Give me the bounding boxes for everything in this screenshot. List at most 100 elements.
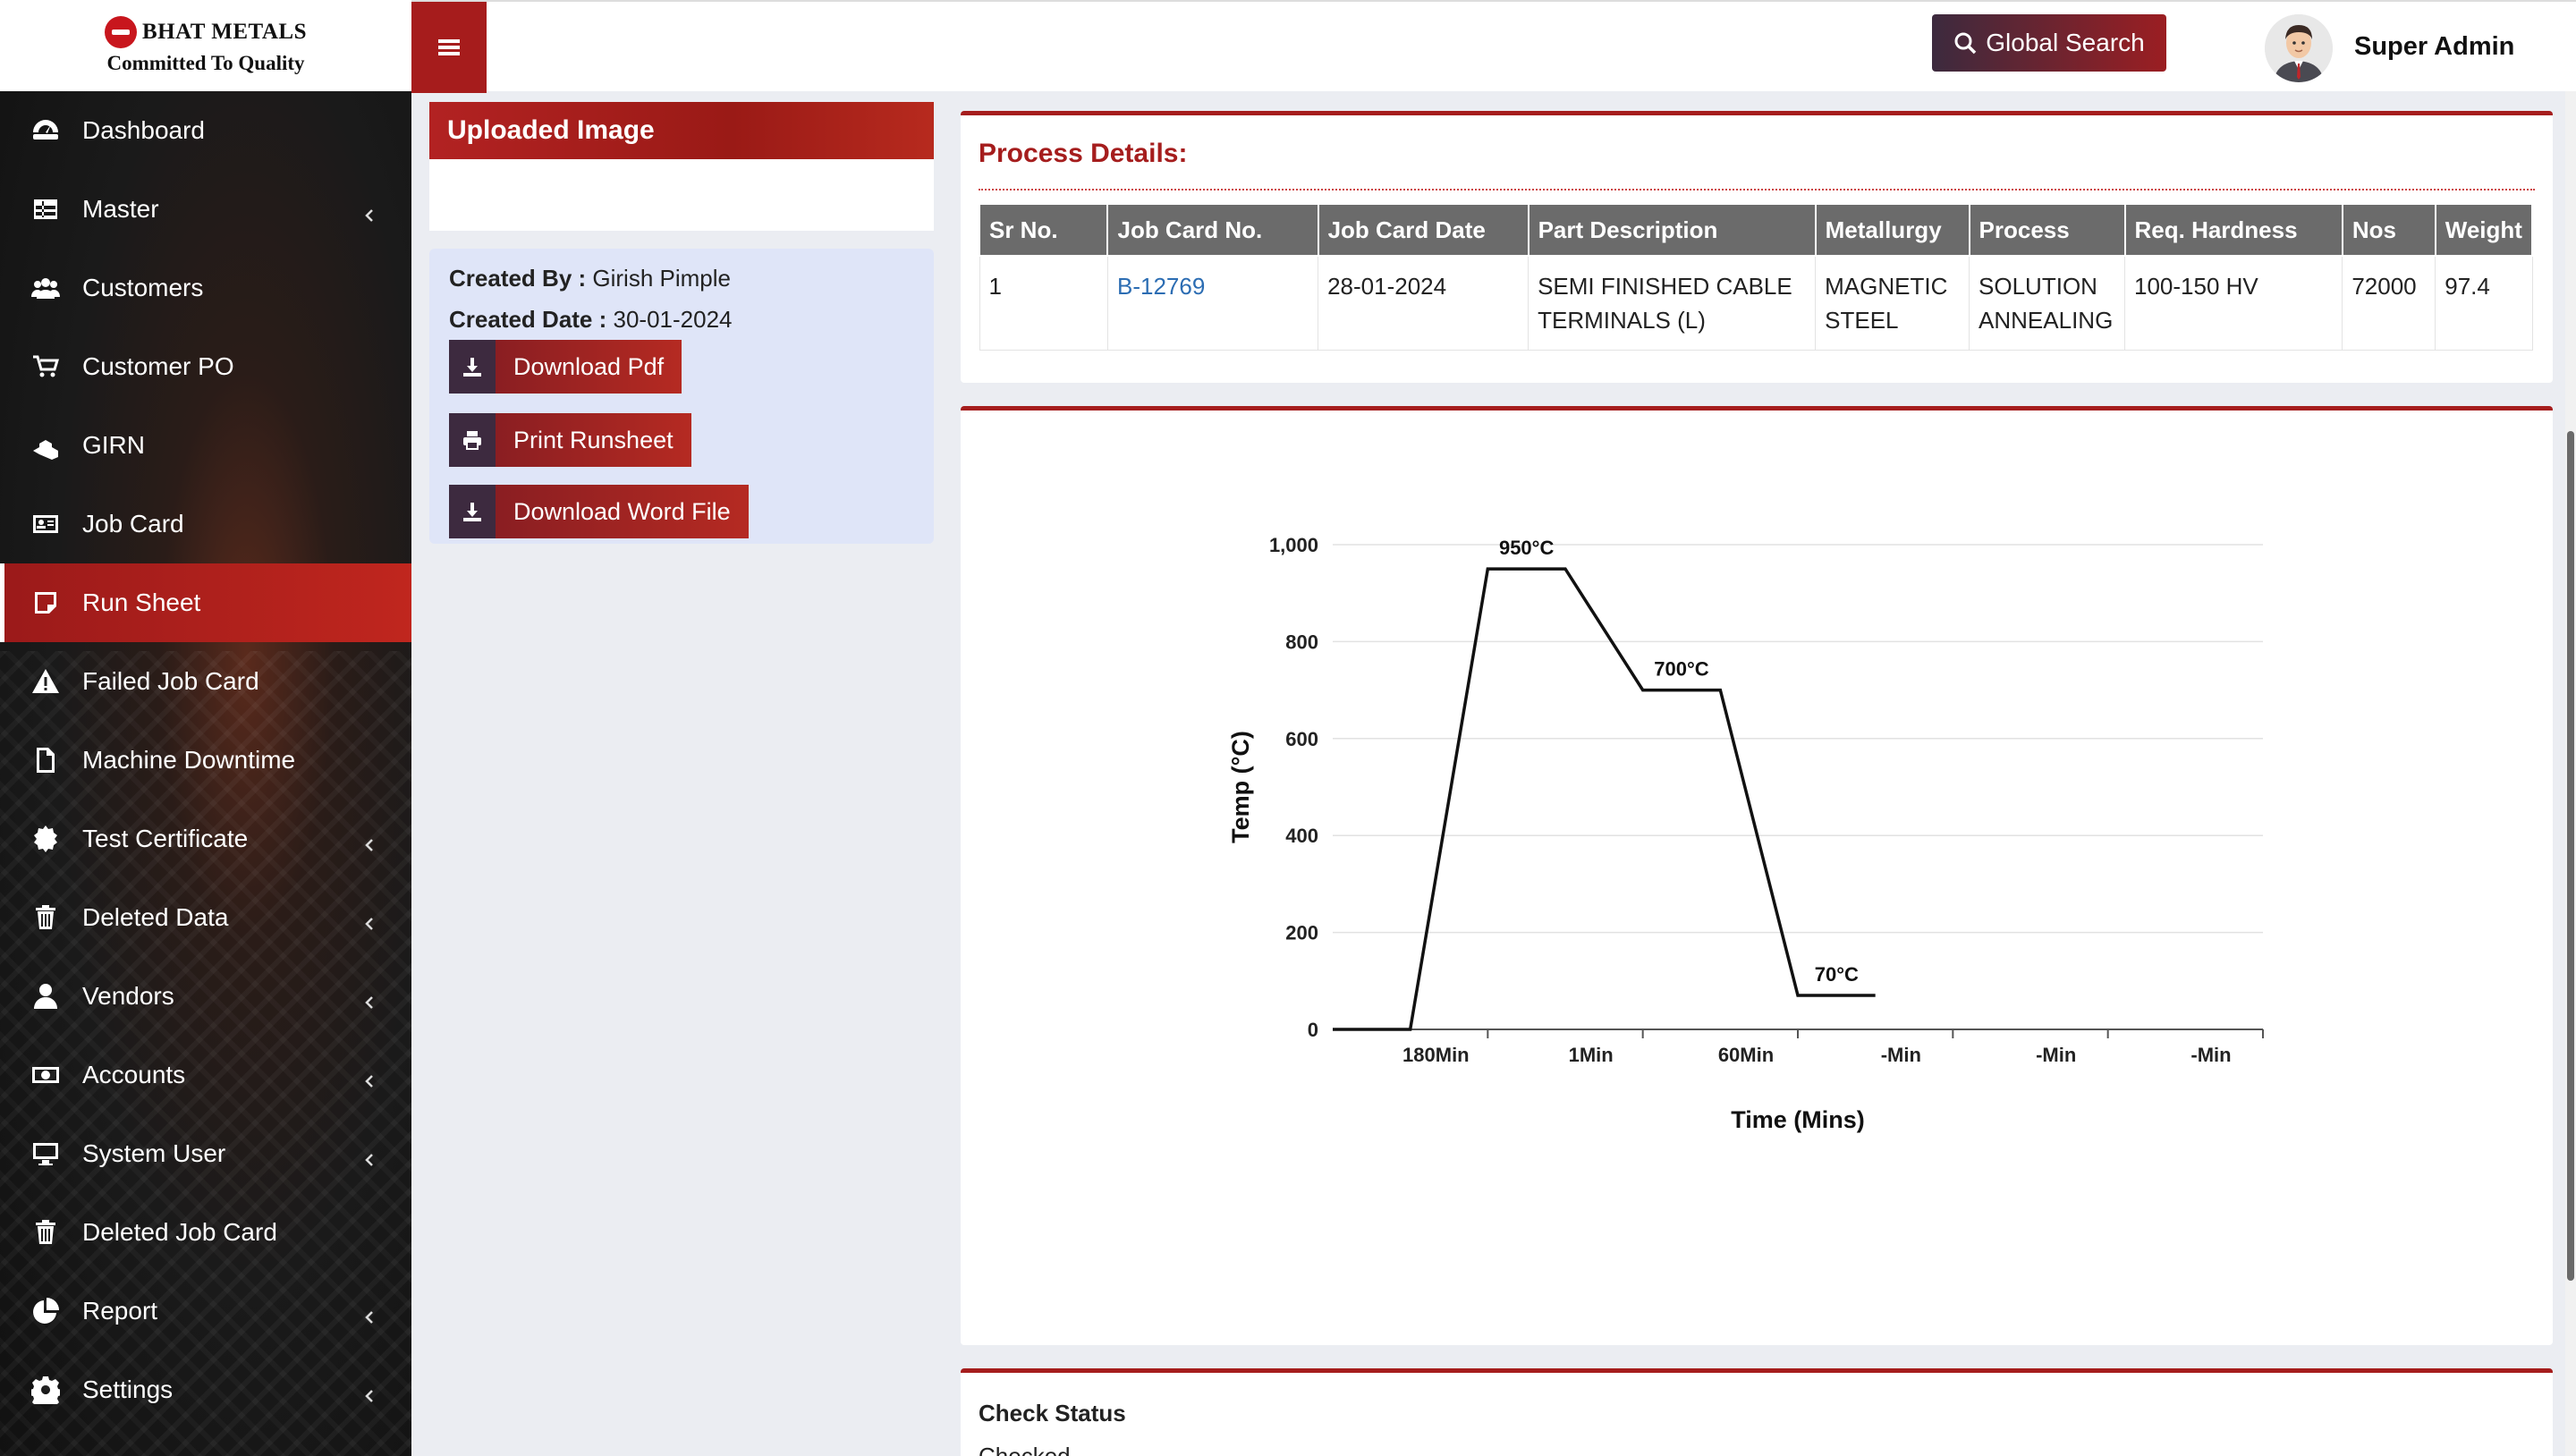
check-status-title: Check Status: [979, 1400, 1126, 1426]
data-label: 700°C: [1654, 658, 1709, 681]
job-card-link[interactable]: B-12769: [1106, 255, 1319, 351]
top-bar: Global Search Super Admin: [411, 0, 2576, 93]
data-label: 70°C: [1815, 963, 1859, 986]
sidebar-item-system-user[interactable]: System User: [0, 1114, 411, 1193]
sidebar-item-failed-job-card[interactable]: Failed Job Card: [0, 642, 411, 721]
avatar[interactable]: [2265, 14, 2333, 82]
table-cell-metallurgy: MAGNETIC STEEL: [1815, 255, 1970, 351]
sidebar-item-label: Job Card: [82, 510, 184, 538]
table-cell-req-hardness: 100-150 HV: [2123, 255, 2343, 351]
sidebar-item-vendors[interactable]: Vendors: [0, 957, 411, 1036]
column-header: Weight: [2434, 203, 2534, 257]
x-tick-label: 1Min: [1569, 1044, 1614, 1066]
table-cell-nos: 72000: [2342, 255, 2436, 351]
sidebar-item-accounts[interactable]: Accounts: [0, 1036, 411, 1114]
check-status-card: Check Status Checked: [961, 1368, 2553, 1456]
sidebar-item-label: Master: [82, 195, 159, 223]
sidebar-item-label: Accounts: [82, 1061, 186, 1088]
note-icon: [30, 588, 61, 618]
chevron-left-icon: [361, 910, 377, 930]
sidebar-item-label: Run Sheet: [82, 588, 201, 616]
sidebar-item-machine-downtime[interactable]: Machine Downtime: [0, 721, 411, 800]
sidebar-item-label: Dashboard: [82, 116, 205, 144]
sidebar-item-settings[interactable]: Settings: [0, 1350, 411, 1429]
created-date-label: Created Date :: [449, 306, 607, 333]
created-date-value: 30-01-2024: [613, 306, 733, 333]
y-tick-label: 1,000: [1269, 534, 1318, 556]
users-icon: [30, 273, 61, 303]
data-label: 950°C: [1499, 537, 1555, 559]
download-word-button[interactable]: Download Word File: [449, 485, 749, 538]
sidebar-item-label: Report: [82, 1297, 158, 1325]
pie-chart-icon: [30, 1296, 61, 1326]
y-axis-title: Temp (°C): [1227, 731, 1254, 843]
column-header: Metallurgy: [1814, 203, 1970, 257]
sidebar-item-master[interactable]: Master: [0, 170, 411, 249]
created-by-label: Created By :: [449, 265, 587, 292]
uploaded-image-area: [429, 159, 934, 231]
certificate-icon: [30, 824, 61, 854]
warning-icon: [30, 666, 61, 697]
created-by-line: Created By : Girish Pimple: [449, 258, 914, 299]
table-cell-process: SOLUTION ANNEALING: [1969, 255, 2125, 351]
cubes-icon: [30, 430, 61, 461]
sidebar-item-deleted-job-card[interactable]: Deleted Job Card: [0, 1193, 411, 1272]
process-details-title: Process Details:: [979, 139, 1188, 168]
chevron-left-icon: [361, 201, 377, 222]
file-icon: [30, 745, 61, 775]
hamburger-icon: [438, 39, 460, 55]
table-row: 1 B-12769 28-01-2024 SEMI FINISHED CABLE TE…: [979, 255, 2533, 351]
chevron-left-icon: [361, 1303, 377, 1324]
sidebar-item-test-certificate[interactable]: Test Certificate: [0, 800, 411, 878]
column-header: Part Description: [1527, 203, 1817, 257]
y-tick-label: 800: [1285, 631, 1318, 653]
sidebar-item-deleted-data[interactable]: Deleted Data: [0, 878, 411, 957]
sidebar-item-girn[interactable]: GIRN: [0, 406, 411, 485]
y-tick-label: 400: [1285, 825, 1318, 847]
column-header: Job Card No.: [1106, 203, 1319, 257]
sidebar-item-label: Failed Job Card: [82, 667, 259, 695]
download-icon: [463, 358, 481, 377]
temperature-chart-card: 0 200 400 600 800 1,000 180Min 1Min 60Min -Min -Mi…: [961, 406, 2553, 1345]
scrollbar-thumb[interactable]: [2567, 431, 2574, 1281]
x-axis-title: Time (Mins): [1731, 1106, 1865, 1133]
table-icon: [30, 194, 61, 224]
global-search-button[interactable]: Global Search: [1932, 14, 2166, 72]
download-pdf-button[interactable]: Download Pdf: [449, 340, 682, 394]
page-scrollbar[interactable]: [2565, 91, 2576, 1456]
column-header: Process: [1968, 203, 2126, 257]
y-tick-label: 200: [1285, 922, 1318, 944]
sidebar-item-label: GIRN: [82, 431, 145, 459]
check-status-value: Checked: [979, 1443, 1071, 1456]
column-header: Job Card Date: [1317, 203, 1530, 257]
trash-icon: [30, 902, 61, 933]
sidebar-item-customers[interactable]: Customers: [0, 249, 411, 327]
print-runsheet-label: Print Runsheet: [496, 413, 691, 467]
brand-logo[interactable]: BHAT METALS Committed To Quality: [0, 0, 411, 91]
column-header: Sr No.: [978, 203, 1109, 257]
gear-icon: [30, 1375, 61, 1405]
chevron-left-icon: [361, 1146, 377, 1166]
download-word-label: Download Word File: [496, 485, 749, 538]
chevron-left-icon: [361, 1067, 377, 1088]
sidebar: BHAT METALS Committed To Quality Dashboa…: [0, 0, 411, 1456]
print-runsheet-button[interactable]: Print Runsheet: [449, 413, 691, 467]
money-icon: [30, 1060, 61, 1090]
table-header-row: Sr No. Job Card No. Job Card Date Part Desc…: [978, 203, 2534, 257]
x-tick-label: 180Min: [1402, 1044, 1470, 1066]
sidebar-item-run-sheet[interactable]: Run Sheet: [0, 563, 411, 642]
sidebar-item-job-card[interactable]: Job Card: [0, 485, 411, 563]
menu-toggle-button[interactable]: [411, 2, 487, 93]
sidebar-item-report[interactable]: Report: [0, 1272, 411, 1350]
sidebar-item-dashboard[interactable]: Dashboard: [0, 91, 411, 170]
sidebar-item-label: Customers: [82, 274, 204, 301]
uploaded-image-header: Uploaded Image: [429, 102, 934, 159]
user-icon: [30, 981, 61, 1012]
sidebar-item-label: Machine Downtime: [82, 746, 296, 774]
sidebar-item-customer-po[interactable]: Customer PO: [0, 327, 411, 406]
brand-logo-icon: [104, 16, 137, 48]
desktop-icon: [30, 1139, 61, 1169]
cart-icon: [30, 351, 61, 382]
user-name[interactable]: Super Admin: [2354, 32, 2515, 61]
download-pdf-label: Download Pdf: [496, 340, 682, 394]
